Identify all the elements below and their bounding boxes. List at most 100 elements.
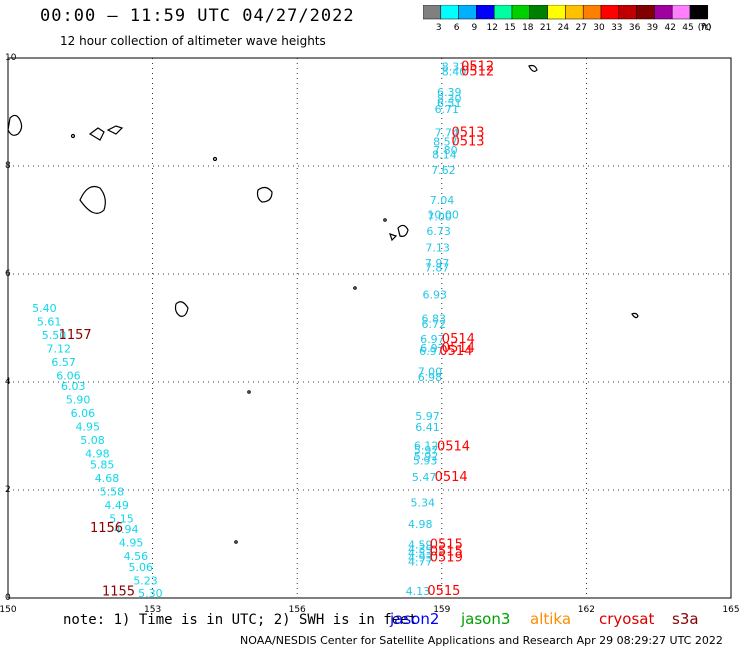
time-label: 1157 — [59, 328, 92, 343]
wave-height-label: 6.71 — [435, 103, 460, 116]
color-scale-label: 39 — [647, 23, 659, 33]
time-label: 0512 — [461, 59, 494, 74]
time-label: 0515 — [430, 537, 463, 552]
wave-height-label: 7.00 — [427, 211, 452, 224]
wave-height-label: 5.61 — [37, 315, 62, 328]
mission-altika: altika — [530, 610, 572, 628]
y-tick-label: 10 — [5, 53, 17, 63]
time-label: 0514 — [435, 470, 468, 485]
wave-height-label: 7.13 — [425, 241, 450, 254]
wave-height-label: 8.30 — [437, 92, 462, 105]
wave-height-label: 4.94 — [114, 523, 139, 536]
wave-height-label: 5.92 — [414, 450, 439, 463]
wave-height-label: 7.12 — [47, 342, 71, 355]
wave-height-label: 4.59 — [408, 538, 433, 551]
color-scale-label: 15 — [504, 23, 515, 33]
wave-height-label: 4.49 — [104, 499, 128, 512]
wave-height-label: 6.93 — [423, 288, 448, 301]
y-tick-label: 8 — [5, 161, 11, 171]
wave-height-label: 6.06 — [71, 407, 96, 420]
time-label: 0519 — [430, 550, 463, 565]
wave-height-label: 4.95 — [119, 537, 144, 550]
wave-height-label: 7.80 — [433, 144, 458, 157]
color-scale-label: 42 — [664, 23, 675, 33]
wave-height-label: 6.83 — [422, 313, 447, 326]
color-scale-label: 36 — [629, 23, 641, 33]
wave-height-label: 6.98 — [418, 371, 443, 384]
wave-height-label: 8.31 — [442, 60, 467, 73]
time-label: 0514 — [437, 440, 470, 455]
time-label: 0514 — [439, 344, 472, 359]
island-outline — [247, 390, 251, 394]
wave-height-label: 6.39 — [437, 86, 462, 99]
map-frame — [7, 57, 732, 599]
color-scale-label: 18 — [522, 23, 534, 33]
island-outlines — [7, 64, 639, 544]
wave-height-label: 5.58 — [100, 485, 125, 498]
wave-height-label: 10.00 — [427, 208, 459, 221]
color-scale-label: 21 — [540, 23, 551, 33]
mission-jason3: jason3 — [461, 610, 511, 628]
time-label: 0514 — [442, 341, 475, 356]
wave-height-label: 7.62 — [431, 164, 456, 177]
color-scale-label: 24 — [558, 23, 570, 33]
wave-height-label: 7.97 — [425, 257, 450, 270]
wave-height-label: 5.23 — [133, 575, 158, 588]
wave-height-label: 6.97 — [420, 333, 445, 346]
wave-height-label: 6.03 — [61, 380, 86, 393]
wave-height-label: 4.98 — [85, 448, 110, 461]
x-tick-label: 159 — [433, 605, 450, 615]
island-outline — [234, 540, 238, 544]
color-scale-label: 12 — [486, 23, 497, 33]
island-outline — [383, 218, 387, 222]
wave-height-label: 5.47 — [412, 471, 437, 484]
island-outline — [256, 186, 273, 203]
time-label: 0514 — [442, 332, 475, 347]
wave-height-label: 4.93 — [408, 551, 433, 564]
wave-height-label: 4.98 — [408, 518, 433, 531]
wave-height-label: 4.95 — [75, 421, 100, 434]
island-outline — [79, 185, 106, 214]
island-outline — [389, 233, 398, 242]
wave-height-label: 6.57 — [51, 356, 76, 369]
axis-tick-labels: 150 153 156 159 162 165 0 2 4 6 8 10 — [0, 53, 740, 615]
island-outline — [174, 301, 189, 317]
island-outline — [7, 114, 23, 136]
wave-height-label: 6.06 — [56, 369, 80, 382]
wave-height-label: 5.93 — [413, 455, 438, 468]
wave-height-label: 5.40 — [32, 302, 57, 315]
wave-height-label: 4.77 — [408, 556, 433, 569]
island-outline — [631, 312, 639, 319]
color-scale-label: 27 — [575, 23, 586, 33]
y-tick-label: 6 — [5, 269, 11, 279]
color-scale-label: 70 — [700, 23, 712, 33]
time-label: 0515 — [430, 544, 463, 559]
time-label: 0512 — [461, 64, 494, 79]
wave-height-label: 5.97 — [415, 410, 440, 423]
y-tick-label: 4 — [5, 377, 11, 387]
x-tick-label: 162 — [578, 605, 595, 615]
wave-height-label: 5.30 — [138, 587, 163, 600]
color-scale-unit: (ft) — [698, 23, 712, 33]
wave-height-label: 4.68 — [95, 472, 120, 485]
wave-height-label: 5.08 — [80, 434, 105, 447]
island-outline — [397, 224, 409, 237]
island-outline — [106, 125, 124, 135]
wave-height-label: 6.12 — [414, 440, 439, 453]
mission-jason2: jason2 — [390, 610, 440, 628]
wave-height-label: 5.97 — [414, 444, 439, 457]
wave-height-label: 6.72 — [422, 318, 447, 331]
color-scale-label: 6 — [454, 23, 460, 33]
wave-height-label: 6.41 — [415, 421, 440, 434]
wave-height-label: 5.15 — [109, 512, 134, 525]
grid-lines — [8, 58, 731, 598]
wave-height-label: 7.87 — [425, 261, 450, 274]
wave-height-label: 6.97 — [419, 345, 444, 358]
x-tick-label: 150 — [0, 605, 17, 615]
wave-height-label: 8.40 — [442, 65, 467, 78]
altimeter-track-labels: 8.318.40 6.398.306.516.71 7.748.577.808.14… — [32, 59, 494, 600]
color-scale-label: 30 — [593, 23, 605, 33]
wave-height-label: 4.53 — [408, 547, 433, 560]
time-label: 1155 — [102, 584, 135, 599]
